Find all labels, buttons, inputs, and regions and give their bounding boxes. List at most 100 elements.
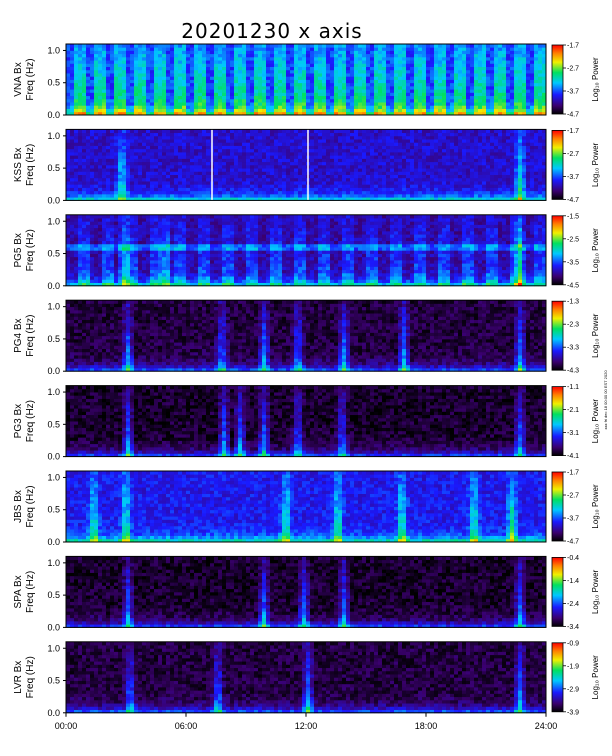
heatmap-cell [526,44,531,48]
heatmap-cell [294,135,299,140]
heatmap-cell [490,56,495,61]
heatmap-cell [542,60,547,64]
heatmap-cell [106,56,111,61]
heatmap-cell [250,181,255,185]
heatmap-cell [182,111,187,116]
heatmap-cell [318,142,323,146]
heatmap-cell [530,108,535,113]
heatmap-cell [482,151,487,156]
heatmap-cell [474,89,479,93]
heatmap-cell [338,187,343,192]
heatmap-cell [478,142,483,146]
heatmap-cell [462,69,467,74]
heatmap-cell [266,139,271,143]
heatmap-cell [198,155,203,159]
heatmap-cell [442,174,447,179]
heatmap-cell [238,171,243,175]
heatmap-cell [482,177,487,182]
heatmap-cell [90,92,95,97]
heatmap-cell [526,111,531,116]
heatmap-cell [158,47,163,51]
heatmap-cell [490,63,495,67]
heatmap-cell [326,148,331,153]
heatmap-cell [330,47,335,51]
heatmap-cell [170,63,175,67]
heatmap-cell [366,151,371,156]
heatmap-cell [126,142,131,146]
heatmap-cell [90,187,95,192]
heatmap-cell [290,105,295,109]
heatmap-cell [498,66,503,71]
heatmap-cell [446,56,451,61]
heatmap-cell [250,161,255,166]
heatmap-cell [454,174,459,179]
heatmap-cell [278,102,283,106]
heatmap-cell [122,63,127,67]
heatmap-cell [510,108,515,113]
heatmap-cell [286,89,291,93]
heatmap-cell [362,95,367,100]
heatmap-cell [242,132,247,137]
heatmap-cell [442,187,447,192]
heatmap-cell [190,95,195,100]
heatmap-cell [470,151,475,156]
heatmap-cell [462,66,467,71]
heatmap-cell [266,190,271,195]
heatmap-cell [474,108,479,113]
heatmap-cell [350,95,355,100]
freq-label: Freq (Hz) [25,58,36,100]
heatmap-cell [246,79,251,84]
heatmap-cell [90,197,95,201]
heatmap-cell [418,148,423,153]
heatmap-cell [254,161,259,166]
heatmap-cell [494,108,499,113]
heatmap-cell [262,171,267,175]
colorbar-tick-label: -1.7 [567,43,579,50]
heatmap-cell [230,190,235,195]
heatmap-cell [502,53,507,58]
heatmap-cell [90,155,95,159]
heatmap-cell [330,111,335,116]
heatmap-cell [150,66,155,71]
heatmap-cell [130,168,135,172]
heatmap-cell [382,76,387,80]
heatmap-cell [170,197,175,201]
heatmap-cell [334,168,339,172]
heatmap-cell [102,158,107,163]
heatmap-cell [154,85,159,90]
heatmap-cell [326,79,331,84]
heatmap-cell [258,95,263,100]
heatmap-cell [262,181,267,185]
heatmap-cell [98,193,103,198]
heatmap-cell [174,47,179,51]
heatmap-cell [174,73,179,77]
heatmap-cell [278,60,283,64]
heatmap-cell [446,108,451,113]
heatmap-cell [250,158,255,163]
heatmap-cell [118,82,123,87]
heatmap-cell [418,171,423,175]
heatmap-cell [130,95,135,100]
heatmap-cell [354,69,359,74]
heatmap-cell [286,187,291,192]
heatmap-cell [390,76,395,80]
heatmap-cell [438,155,443,159]
heatmap-cell [282,155,287,159]
heatmap-cell [358,158,363,163]
heatmap-cell [410,161,415,166]
heatmap-cell [450,190,455,195]
heatmap-cell [146,129,151,134]
heatmap-cell [470,158,475,163]
heatmap-cell [334,164,339,169]
heatmap-cell [366,98,371,103]
heatmap-cell [466,76,471,80]
heatmap-cell [174,155,179,159]
heatmap-cell [78,69,83,74]
heatmap-cell [370,82,375,87]
heatmap-cell [238,108,243,113]
heatmap-cell [366,158,371,163]
heatmap-cell [102,174,107,179]
heatmap-cell [222,53,227,58]
heatmap-cell [70,187,75,192]
heatmap-cell [478,95,483,100]
